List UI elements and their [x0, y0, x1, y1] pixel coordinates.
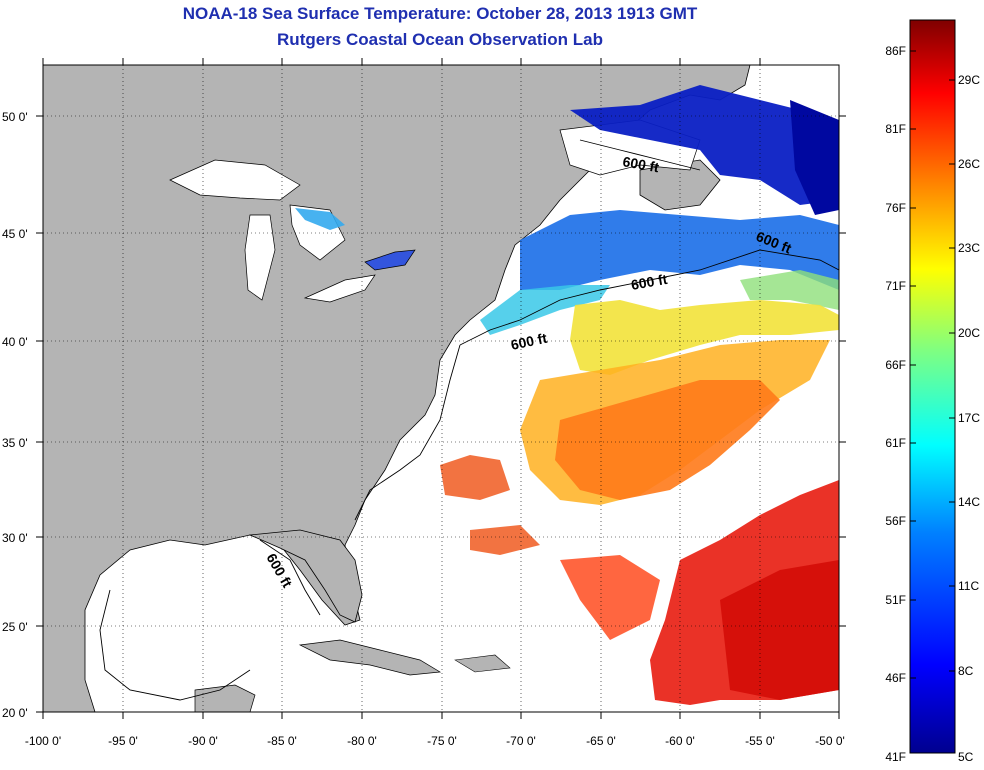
contour-label: 600 ft: [621, 153, 660, 175]
map-subtitle: Rutgers Coastal Ocean Observation Lab: [277, 30, 603, 49]
lat-tick-label: 20 0': [2, 706, 28, 720]
colorbar-c-label: 26C: [958, 157, 980, 171]
map-title: NOAA-18 Sea Surface Temperature: October…: [182, 4, 698, 23]
colorbar-c-label: 8C: [958, 664, 974, 678]
graticule: [43, 65, 839, 712]
colorbar-c-label: 23C: [958, 241, 980, 255]
lake-erie: [303, 274, 376, 303]
colorbar-c-label: 17C: [958, 411, 980, 425]
lon-tick-label: -80 0': [347, 734, 377, 748]
lat-tick-label: 45 0': [2, 227, 28, 241]
colorbar-f-label: 81F: [885, 122, 906, 136]
hispaniola-land: [454, 654, 511, 673]
lat-tick-label: 50 0': [2, 110, 28, 124]
lat-tick-label: 30 0': [2, 531, 28, 545]
colorbar-ticks: [910, 50, 955, 679]
lon-tick-label: -50 0': [815, 734, 845, 748]
lat-tick-label: 35 0': [2, 436, 28, 450]
florida-land: [248, 529, 363, 623]
colorbar-c-label: 11C: [958, 579, 979, 593]
map-frame: [42, 64, 840, 713]
lon-tick-label: -85 0': [267, 734, 297, 748]
cuba-land: [298, 639, 442, 676]
yucatan-land: [194, 684, 256, 712]
contour-label: 600 ft: [509, 330, 548, 353]
colorbar-f-label: 76F: [885, 201, 906, 215]
colorbar-c-label: 14C: [958, 495, 980, 509]
lat-tick-label: 25 0': [2, 620, 28, 634]
colorbar-f-label: 46F: [885, 671, 906, 685]
lake-ontario: [364, 249, 416, 271]
lon-tick-label: -70 0': [506, 734, 536, 748]
colorbar-c-label: 29C: [958, 73, 980, 87]
lon-tick-label: -65 0': [586, 734, 616, 748]
lat-tick-label: 40 0': [2, 335, 28, 349]
lake-superior: [169, 159, 301, 201]
lon-tick-label: -60 0': [665, 734, 695, 748]
colorbar-f-label: 41F: [885, 750, 906, 764]
colorbar: [909, 19, 956, 754]
tick-marks: [36, 58, 846, 719]
colorbar-f-label: 61F: [885, 436, 906, 450]
colorbar-f-label: 66F: [885, 358, 906, 372]
contour-label: 600 ft: [630, 271, 669, 293]
colorbar-f-label: 56F: [885, 514, 906, 528]
lake-ontario-cyan: [295, 208, 345, 230]
lake-michigan: [244, 214, 276, 301]
colorbar-c-label: 20C: [958, 326, 980, 340]
sst-data-layer: [440, 85, 839, 705]
lon-tick-label: -95 0': [108, 734, 138, 748]
lon-tick-label: -55 0': [745, 734, 775, 748]
lon-tick-label: -75 0': [427, 734, 457, 748]
colorbar-f-label: 51F: [885, 593, 906, 607]
colorbar-c-label: 5C: [958, 750, 974, 764]
colorbar-f-label: 86F: [885, 44, 906, 58]
colorbar-f-label: 71F: [885, 279, 906, 293]
lon-tick-label: -100 0': [25, 734, 61, 748]
lon-tick-label: -90 0': [188, 734, 218, 748]
